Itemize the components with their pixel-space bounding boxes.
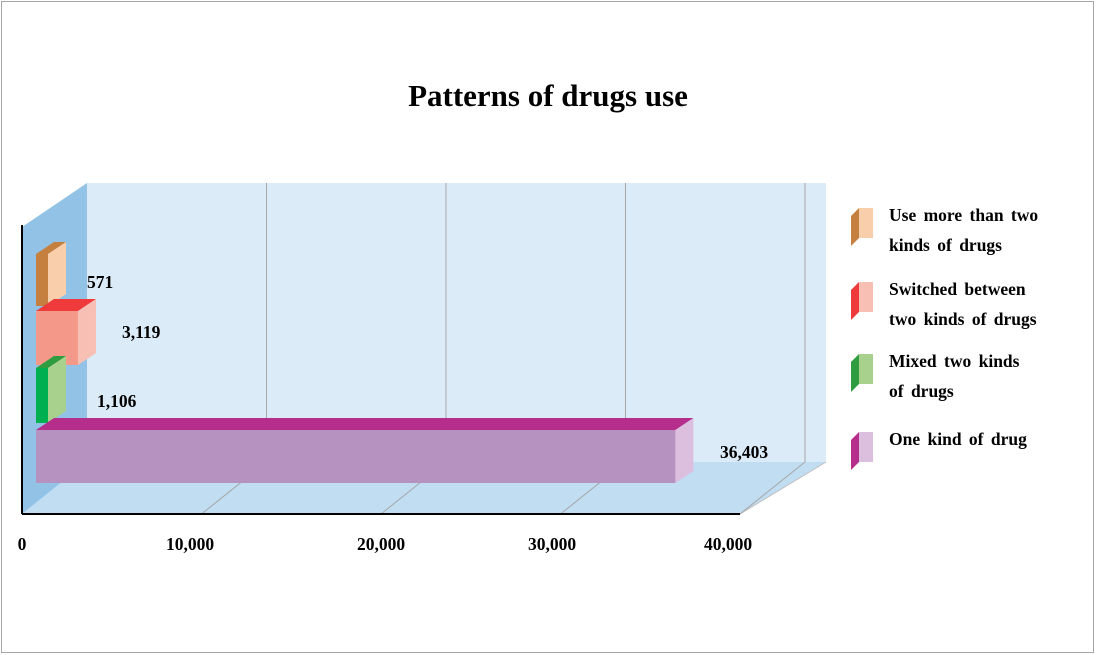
bar-front-3: [36, 368, 48, 423]
bar-front-4: [36, 430, 676, 483]
legend-item: One kind of drug: [849, 424, 1089, 486]
bar-side-4: [675, 418, 694, 483]
legend-label-line: Use more than two: [889, 205, 1039, 225]
legend-item: Use more than two kinds of drugs: [849, 200, 1089, 262]
bar-side-2: [77, 299, 96, 365]
data-label-2: 3,119: [122, 322, 161, 342]
legend-label: Mixed two kinds of drugs: [889, 346, 1089, 406]
legend-label: One kind of drug: [889, 424, 1089, 454]
data-label-1: 571: [87, 272, 113, 292]
bar-top-2: [36, 299, 96, 311]
legend-item: Mixed two kinds of drugs: [849, 346, 1089, 408]
bar-top-3: [36, 356, 66, 368]
floor-edge: [739, 461, 827, 515]
legend-item: Switched between two kinds of drugs: [849, 274, 1089, 336]
chart-title: Patterns of drugs use: [408, 78, 688, 113]
legend-label: Switched between two kinds of drugs: [889, 274, 1089, 334]
legend-swatch: [851, 430, 873, 470]
bar-front-1: [36, 254, 48, 306]
gridline-floor: [739, 461, 806, 515]
data-label-3: 1,106: [97, 391, 137, 411]
legend-label-line: Mixed two kinds: [889, 351, 1020, 371]
legend-label-line: kinds of drugs: [889, 235, 1002, 255]
legend-swatch: [851, 352, 873, 392]
back-wall: [87, 183, 826, 462]
bar-top-4: [36, 418, 694, 430]
data-label-4: 36,403: [720, 442, 768, 462]
bar-side-3: [48, 356, 66, 423]
legend-label-line: of drugs: [889, 381, 954, 401]
x-tick-label: 10,000: [166, 534, 214, 554]
bar-top-1: [36, 242, 66, 254]
legend-swatch: [851, 206, 873, 246]
legend-swatch: [851, 280, 873, 320]
x-tick-label: 20,000: [357, 534, 405, 554]
x-tick-label: 40,000: [704, 534, 752, 554]
bar-side-1: [48, 242, 66, 306]
legend-label-line: One kind of drug: [889, 429, 1027, 449]
legend-label: Use more than two kinds of drugs: [889, 200, 1089, 260]
x-tick-label: 0: [18, 534, 27, 554]
x-tick-label: 30,000: [528, 534, 576, 554]
legend-label-line: two kinds of drugs: [889, 309, 1037, 329]
legend-label-line: Switched between: [889, 279, 1026, 299]
